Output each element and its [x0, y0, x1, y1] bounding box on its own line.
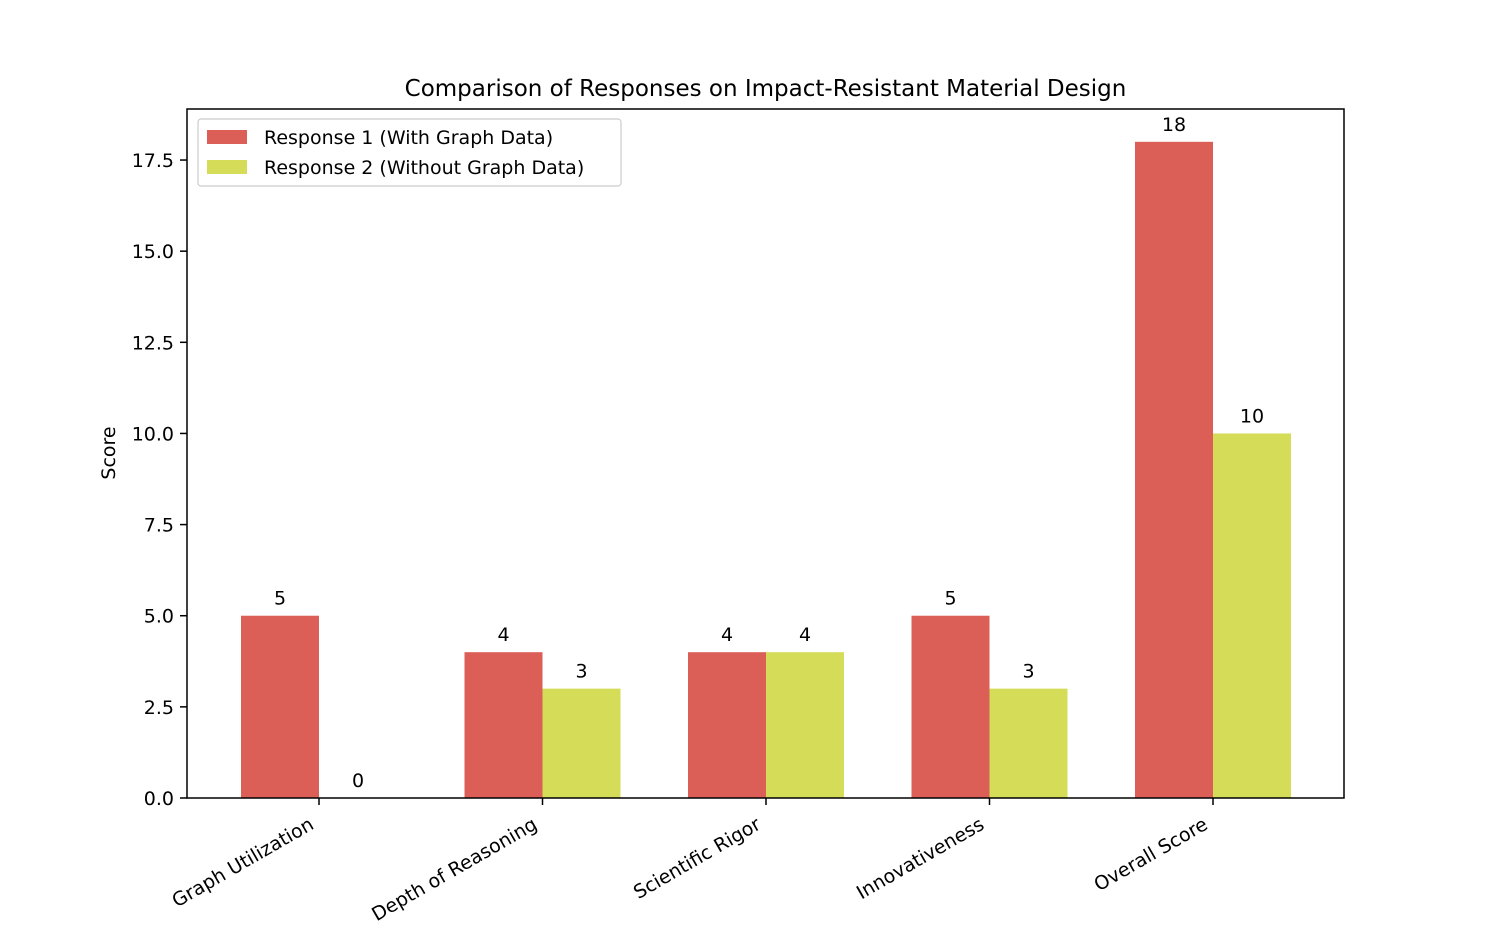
value-label-series1-scientific-rigor: 4	[721, 624, 733, 646]
bar-series2-scientific-rigor	[766, 652, 844, 798]
legend-box	[197, 118, 622, 187]
y-tick-label: 0.0	[144, 788, 174, 810]
legend: Response 1 (With Graph Data) Response 2 (…	[197, 118, 622, 187]
x-axis: Graph Utilization Depth of Reasoning Scien…	[168, 798, 1214, 926]
legend-swatch-series1	[207, 130, 247, 144]
bar-series1-overall-score	[1135, 141, 1213, 799]
legend-label-series1: Response 1 (With Graph Data)	[264, 127, 553, 149]
bars-layer	[241, 141, 1291, 799]
value-label-series2-depth-of-reasoning: 3	[575, 661, 587, 683]
x-tick-label: Innovativeness	[853, 813, 988, 904]
y-tick-label: 12.5	[132, 332, 174, 354]
y-tick-label: 15.0	[132, 241, 174, 263]
bar-series1-innovativeness	[911, 615, 990, 798]
x-tick-label: Overall Score	[1090, 813, 1211, 896]
bar-series2-overall-score	[1213, 433, 1291, 798]
bar-series2-innovativeness	[989, 688, 1068, 798]
bar-series1-depth-of-reasoning	[464, 652, 543, 798]
bar-series2-depth-of-reasoning	[542, 688, 621, 798]
y-tick-label: 7.5	[144, 515, 174, 537]
value-label-series2-graph-utilization: 0	[352, 770, 364, 792]
plot-area-frame	[186, 108, 1345, 799]
y-tick-label: 17.5	[132, 150, 174, 172]
value-label-series2-overall-score: 10	[1240, 405, 1264, 427]
y-tick-label: 2.5	[144, 697, 174, 719]
y-axis-label: Score	[98, 426, 120, 479]
x-tick-label: Graph Utilization	[168, 813, 317, 912]
bar-series1-graph-utilization	[241, 615, 319, 798]
value-label-series2-innovativeness: 3	[1022, 661, 1034, 683]
legend-label-series2: Response 2 (Without Graph Data)	[264, 157, 584, 179]
value-label-series1-overall-score: 18	[1162, 114, 1186, 136]
value-label-series2-scientific-rigor: 4	[799, 624, 811, 646]
y-tick-label: 5.0	[144, 606, 174, 628]
y-axis: 0.0 2.5 5.0 7.5 10.0 12.5 15.0 17.5	[132, 150, 187, 810]
y-tick-label: 10.0	[132, 423, 174, 445]
value-label-series1-innovativeness: 5	[944, 588, 956, 610]
chart-title: Comparison of Responses on Impact-Resist…	[405, 76, 1127, 102]
value-label-series1-depth-of-reasoning: 4	[497, 624, 509, 646]
legend-swatch-series2	[207, 160, 247, 174]
value-label-series1-graph-utilization: 5	[274, 588, 286, 610]
bar-series1-scientific-rigor	[688, 652, 766, 798]
x-tick-label: Depth of Reasoning	[368, 813, 541, 926]
x-tick-label: Scientific Rigor	[630, 813, 765, 903]
value-labels-layer: 5 0 4 3 4 4 5 3 18 10	[274, 114, 1264, 792]
